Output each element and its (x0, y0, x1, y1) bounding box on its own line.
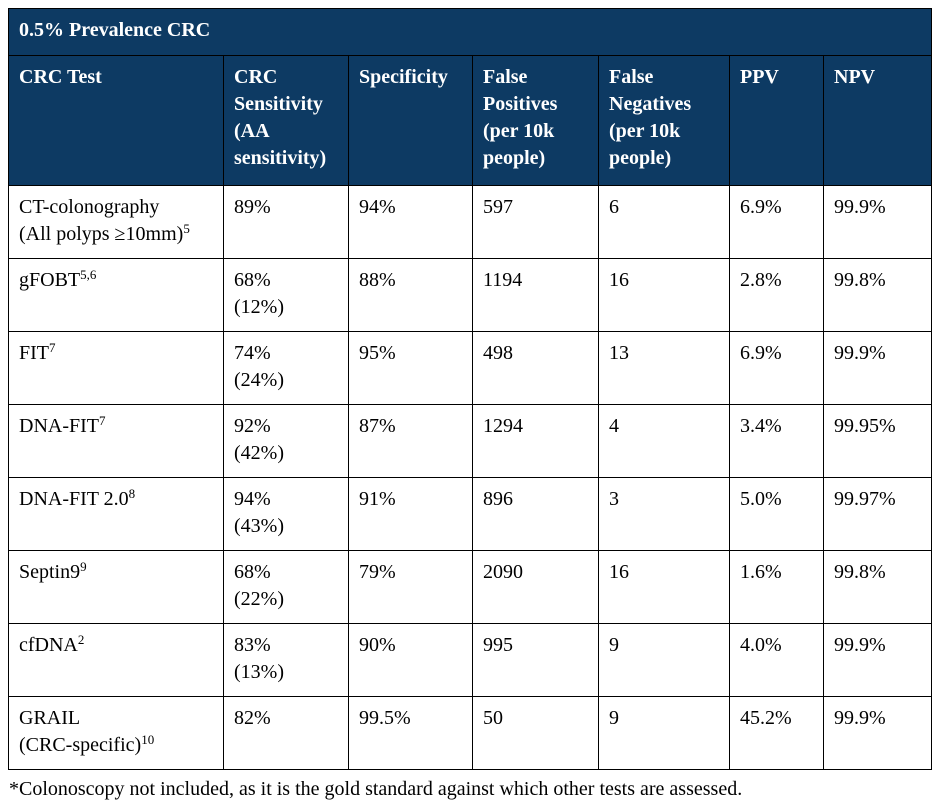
citation-superscript: 9 (80, 558, 87, 574)
crc-test-cell: Septin99 (8, 550, 224, 624)
crc-test-cell: FIT7 (8, 331, 224, 405)
ppv-cell: 6.9% (729, 185, 824, 259)
ppv-cell: 3.4% (729, 404, 824, 478)
table-row: gFOBT5,6 68% (12%) 88% 1194 16 2.8% 99.8% (8, 258, 933, 332)
table-row: DNA-FIT 2.08 94% (43%) 91% 896 3 5.0% 99.… (8, 477, 933, 551)
ppv-cell: 6.9% (729, 331, 824, 405)
column-header-crc-sensitivity: CRC Sensitivity (AA sensitivity) (223, 55, 349, 186)
citation-superscript: 5,6 (80, 266, 97, 282)
false-negatives-cell: 16 (598, 550, 730, 624)
npv-cell: 99.9% (822, 185, 933, 259)
npv-cell: 99.8% (822, 258, 933, 332)
table-header-row: CRC Test CRC Sensitivity (AA sensitivity… (8, 55, 933, 186)
citation-superscript: 7 (49, 339, 56, 355)
crc-test-cell: cfDNA2 (8, 623, 224, 697)
specificity-cell: 91% (348, 477, 473, 551)
specificity-cell: 95% (348, 331, 473, 405)
false-negatives-cell: 16 (598, 258, 730, 332)
specificity-cell: 79% (348, 550, 473, 624)
ppv-cell: 2.8% (729, 258, 824, 332)
citation-superscript: 10 (141, 731, 155, 747)
false-negatives-cell: 13 (598, 331, 730, 405)
crc-sensitivity-cell: 74% (24%) (223, 331, 349, 405)
npv-cell: 99.9% (822, 331, 933, 405)
citation-superscript: 7 (99, 412, 106, 428)
false-negatives-cell: 9 (598, 623, 730, 697)
specificity-cell: 94% (348, 185, 473, 259)
table-row: cfDNA2 83% (13%) 90% 995 9 4.0% 99.9% (8, 623, 933, 697)
table-row: FIT7 74% (24%) 95% 498 13 6.9% 99.9% (8, 331, 933, 405)
citation-superscript: 5 (183, 220, 190, 236)
column-header-npv: NPV (822, 55, 933, 186)
column-header-specificity: Specificity (348, 55, 473, 186)
table-row: DNA-FIT7 92% (42%) 87% 1294 4 3.4% 99.95% (8, 404, 933, 478)
ppv-cell: 1.6% (729, 550, 824, 624)
false-positives-cell: 1294 (472, 404, 599, 478)
crc-sensitivity-cell: 68% (12%) (223, 258, 349, 332)
crc-test-cell: DNA-FIT7 (8, 404, 224, 478)
table-row: Septin99 68% (22%) 79% 2090 16 1.6% 99.8% (8, 550, 933, 624)
false-positives-cell: 995 (472, 623, 599, 697)
table-row: CT-colonography (All polyps ≥10mm)5 89% 9… (8, 185, 933, 259)
ppv-cell: 45.2% (729, 696, 824, 770)
false-negatives-cell: 3 (598, 477, 730, 551)
column-header-false-negatives: False Negatives (per 10k people) (598, 55, 730, 186)
table-title-row: 0.5% Prevalence CRC (7, 8, 933, 56)
crc-test-cell: DNA-FIT 2.08 (8, 477, 224, 551)
crc-test-cell: gFOBT5,6 (8, 258, 224, 332)
column-header-ppv: PPV (729, 55, 824, 186)
specificity-cell: 99.5% (348, 696, 473, 770)
false-positives-cell: 50 (472, 696, 599, 770)
crc-test-cell: CT-colonography (All polyps ≥10mm)5 (8, 185, 224, 259)
npv-cell: 99.9% (822, 623, 933, 697)
table-title: 0.5% Prevalence CRC (7, 8, 933, 56)
false-positives-cell: 597 (472, 185, 599, 259)
false-negatives-cell: 4 (598, 404, 730, 478)
table-footnote: *Colonoscopy not included, as it is the … (9, 778, 743, 800)
crc-sensitivity-cell: 82% (223, 696, 349, 770)
ppv-cell: 5.0% (729, 477, 824, 551)
crc-sensitivity-cell: 94% (43%) (223, 477, 349, 551)
false-positives-cell: 1194 (472, 258, 599, 332)
crc-sensitivity-cell: 89% (223, 185, 349, 259)
false-positives-cell: 2090 (472, 550, 599, 624)
citation-superscript: 2 (77, 631, 85, 647)
npv-cell: 99.95% (822, 404, 933, 478)
crc-test-cell: GRAIL (CRC-specific)10 (8, 696, 224, 770)
column-header-false-positives: False Positives (per 10k people) (472, 55, 599, 186)
crc-sensitivity-cell: 92% (42%) (223, 404, 349, 478)
crc-sensitivity-cell: 83% (13%) (223, 623, 349, 697)
false-negatives-cell: 9 (598, 696, 730, 770)
false-negatives-cell: 6 (598, 185, 730, 259)
prevalence-table: 0.5% Prevalence CRC CRC Test CRC Sensiti… (7, 8, 933, 770)
table-row: GRAIL (CRC-specific)10 82% 99.5% 50 9 45.… (8, 696, 933, 770)
ppv-cell: 4.0% (729, 623, 824, 697)
false-positives-cell: 498 (472, 331, 599, 405)
specificity-cell: 88% (348, 258, 473, 332)
specificity-cell: 90% (348, 623, 473, 697)
npv-cell: 99.9% (822, 696, 933, 770)
npv-cell: 99.8% (822, 550, 933, 624)
citation-superscript: 8 (128, 485, 136, 501)
specificity-cell: 87% (348, 404, 473, 478)
column-header-crc-test: CRC Test (8, 55, 224, 186)
crc-sensitivity-cell: 68% (22%) (223, 550, 349, 624)
false-positives-cell: 896 (472, 477, 599, 551)
npv-cell: 99.97% (822, 477, 933, 551)
